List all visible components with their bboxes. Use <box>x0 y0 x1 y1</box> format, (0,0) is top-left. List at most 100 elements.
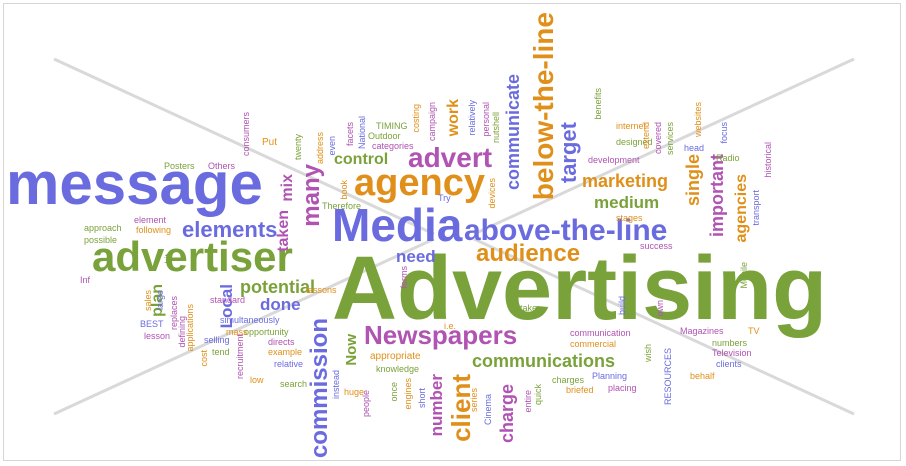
word-covered: covered <box>653 122 663 155</box>
word-costing: costing <box>411 104 421 133</box>
word-lesson: lesson <box>144 331 171 341</box>
word-control: control <box>334 151 389 168</box>
word-others: Others <box>208 161 236 171</box>
word-placing: placing <box>608 383 637 393</box>
watermark-cross <box>53 57 855 416</box>
word-book: book <box>339 180 349 200</box>
word-categories: categories <box>372 141 414 151</box>
word-instead: instead <box>331 370 341 400</box>
word-opportunity: opportunity <box>244 327 289 337</box>
word-advert: advert <box>408 142 493 173</box>
word-cost: cost <box>199 350 209 367</box>
word-facets: facets <box>345 122 355 147</box>
word-therefore: Therefore <box>322 201 362 211</box>
word-nutshell: nutshell <box>491 112 501 144</box>
word-magazines: Magazines <box>680 326 724 336</box>
word-info: Inf <box>80 275 91 285</box>
word-elements: elements <box>182 217 278 242</box>
word-replaces: replaces <box>169 296 179 331</box>
word-target: target <box>556 122 581 184</box>
word-communications: communications <box>472 351 616 371</box>
word-charge: charge <box>497 384 517 444</box>
word-people: people <box>361 390 371 418</box>
word-advertiser: advertiser <box>92 233 293 280</box>
word-clients: clients <box>716 359 742 369</box>
word-knowledge: knowledge <box>376 364 420 374</box>
word-timing: TIMING <box>376 121 408 131</box>
word-ie: i.e. <box>444 321 457 331</box>
word-internet: internet <box>616 121 647 131</box>
word-extend: extend <box>641 122 651 150</box>
word-appropriate: appropriate <box>370 351 421 362</box>
word-recruitment: recruitment <box>235 334 245 380</box>
word-important: important <box>707 154 727 237</box>
word-planning: Planning <box>592 371 628 381</box>
word-sales: sales <box>143 290 153 312</box>
word-focus: focus <box>719 122 729 144</box>
word-outdoor: Outdoor <box>368 131 401 141</box>
word-media: Media <box>332 199 463 251</box>
word-selling: selling <box>204 335 230 345</box>
word-medium: medium <box>594 193 660 212</box>
word-wish: wish <box>643 344 653 363</box>
word-above-the-line: above-the-line <box>464 214 668 247</box>
word-behalf: behalf <box>690 371 715 381</box>
word-national: National <box>357 116 367 150</box>
word-quick: quick <box>533 384 543 406</box>
word-large: large <box>155 290 165 311</box>
word-simultaneously: simultaneously <box>220 315 280 325</box>
word-below-the-line: below-the-line <box>528 12 559 201</box>
word-search: search <box>280 379 308 389</box>
word-charges: charges <box>552 375 585 385</box>
word-agencies: agencies <box>733 174 750 243</box>
word-relatively: relatively <box>467 100 477 136</box>
word-development: development <box>588 155 640 165</box>
word-element: element <box>134 215 167 225</box>
word-even: even <box>327 136 337 156</box>
word-number: number <box>427 374 446 437</box>
word-marketing: marketing <box>582 171 669 191</box>
word-lessons: lessons <box>306 285 337 295</box>
word-put: Put <box>262 137 278 148</box>
word-work: work <box>445 99 462 137</box>
word-take: take <box>520 303 538 313</box>
word-address: address <box>315 132 325 165</box>
word-potential: potential <box>240 277 315 297</box>
word-posters: Posters <box>164 161 195 171</box>
word-designed: designed <box>616 137 653 147</box>
word-newspapers: Newspapers <box>364 320 518 350</box>
word-example: example <box>268 347 303 357</box>
word-briefed: briefed <box>566 385 594 395</box>
word-cinema: Cinema <box>483 394 493 426</box>
word-advertising: Advertising <box>332 239 828 339</box>
word-once: once <box>389 382 399 402</box>
word-need: need <box>396 247 436 266</box>
word-build: build <box>617 296 627 316</box>
word-following: following <box>136 225 172 235</box>
word-now: Now <box>343 334 360 366</box>
word-websites: websites <box>693 102 703 138</box>
word-agency: agency <box>354 162 485 204</box>
word-done: done <box>260 295 301 314</box>
word-single: single <box>683 154 703 207</box>
word-relative: relative <box>274 359 304 369</box>
word-communicate: communicate <box>503 74 523 191</box>
word-series: series <box>469 388 479 413</box>
word-tv: TV <box>748 326 760 336</box>
word-transport: transport <box>751 190 761 226</box>
word-best: BEST <box>140 319 164 329</box>
word-many: many <box>298 164 325 227</box>
word-hit: hit <box>163 254 173 264</box>
word-personal: personal <box>481 102 491 137</box>
word-entire: entire <box>523 390 533 413</box>
word-mobile: Mobile <box>739 262 749 289</box>
word-communication: communication <box>570 328 631 338</box>
word-twenty: twenty <box>293 134 303 161</box>
word-own: own <box>655 300 665 317</box>
word-consumers: consumers <box>241 112 251 157</box>
word-try: Try <box>438 193 451 203</box>
word-low: low <box>250 375 264 385</box>
word-historical: historical <box>763 142 773 178</box>
word-taken: taken <box>275 210 292 252</box>
word-radio: Radio <box>716 153 740 163</box>
